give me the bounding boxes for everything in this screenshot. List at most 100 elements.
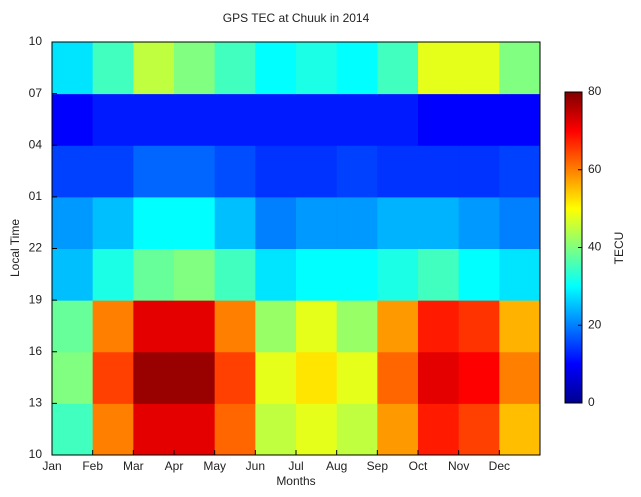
heat-cell xyxy=(214,403,256,456)
y-tick-label: 04 xyxy=(29,137,43,151)
heat-cell xyxy=(255,145,297,198)
heat-cell xyxy=(92,196,134,249)
x-tick-label: Jan xyxy=(42,459,61,473)
heat-cell xyxy=(133,351,175,404)
heat-cell xyxy=(92,42,134,95)
heat-cell xyxy=(174,403,216,456)
heat-cell xyxy=(458,196,500,249)
heat-cell xyxy=(174,145,216,198)
heat-cell xyxy=(418,248,460,301)
heat-cell xyxy=(92,145,134,198)
y-tick-label: 19 xyxy=(29,292,43,306)
heat-cell xyxy=(174,300,216,353)
colorbar-tick-label: 0 xyxy=(588,395,595,409)
heat-cell xyxy=(458,300,500,353)
x-tick-label: Mar xyxy=(123,459,144,473)
heat-cell xyxy=(377,300,419,353)
heat-cell xyxy=(174,42,216,95)
x-tick-label: Aug xyxy=(326,459,347,473)
heat-cell xyxy=(296,93,338,146)
heat-cell xyxy=(92,403,134,456)
heat-cell xyxy=(336,93,378,146)
y-tick-label: 22 xyxy=(29,241,43,255)
heat-cell xyxy=(418,351,460,404)
x-tick-label: Feb xyxy=(82,459,103,473)
heat-cell xyxy=(255,42,297,95)
heat-cell xyxy=(255,196,297,249)
heat-cell xyxy=(133,93,175,146)
heat-cell xyxy=(174,351,216,404)
heat-cell xyxy=(214,145,256,198)
heat-cell xyxy=(133,145,175,198)
heat-cell xyxy=(336,403,378,456)
heat-cell xyxy=(377,42,419,95)
heat-cell xyxy=(52,42,94,95)
heat-cell xyxy=(296,42,338,95)
heat-cell xyxy=(296,403,338,456)
heat-cell xyxy=(458,93,500,146)
heat-cell xyxy=(499,300,541,353)
heat-cell xyxy=(336,248,378,301)
heat-cell xyxy=(296,300,338,353)
heat-cell xyxy=(377,93,419,146)
y-tick-label: 13 xyxy=(29,396,43,410)
heat-cell xyxy=(296,351,338,404)
heat-cell xyxy=(214,42,256,95)
y-tick-label: 10 xyxy=(29,34,43,48)
heat-cell xyxy=(377,351,419,404)
heat-cell xyxy=(499,403,541,456)
heat-cell xyxy=(133,42,175,95)
y-tick-label: 10 xyxy=(29,447,43,461)
heat-cell xyxy=(92,351,134,404)
heat-cell xyxy=(133,300,175,353)
heat-cell xyxy=(214,196,256,249)
heat-cell xyxy=(377,248,419,301)
heat-cell xyxy=(214,93,256,146)
heat-cell xyxy=(52,145,94,198)
heat-cell xyxy=(377,196,419,249)
y-tick-label: 07 xyxy=(29,86,43,100)
heat-cell xyxy=(499,196,541,249)
heat-cell xyxy=(458,145,500,198)
heat-cell xyxy=(458,248,500,301)
heat-cell xyxy=(336,351,378,404)
heat-cell xyxy=(214,351,256,404)
heat-cell xyxy=(458,351,500,404)
colorbar-tick-label: 20 xyxy=(588,317,602,331)
heat-cell xyxy=(418,145,460,198)
heat-cell xyxy=(52,300,94,353)
heat-cell xyxy=(336,196,378,249)
heat-cell xyxy=(174,248,216,301)
heat-cell xyxy=(92,300,134,353)
heat-cell xyxy=(255,300,297,353)
colorbar-tick-label: 80 xyxy=(588,84,602,98)
heat-cell xyxy=(499,93,541,146)
heat-cell xyxy=(174,196,216,249)
heat-cell xyxy=(174,93,216,146)
heat-cell xyxy=(255,403,297,456)
heat-cell xyxy=(296,248,338,301)
heat-cell xyxy=(255,351,297,404)
heat-cell xyxy=(255,248,297,301)
heat-cell xyxy=(336,145,378,198)
x-tick-label: Sep xyxy=(367,459,389,473)
colorbar-tick-label: 60 xyxy=(588,162,602,176)
heat-cell xyxy=(296,145,338,198)
heat-cell xyxy=(418,93,460,146)
x-tick-label: May xyxy=(203,459,226,473)
x-tick-label: Dec xyxy=(489,459,510,473)
x-tick-label: Jun xyxy=(246,459,265,473)
colorbar-label: TECU xyxy=(612,232,626,265)
heat-cell xyxy=(336,42,378,95)
heat-cell xyxy=(499,145,541,198)
heat-cell xyxy=(418,300,460,353)
x-tick-label: Apr xyxy=(165,459,184,473)
heat-cell xyxy=(52,93,94,146)
heat-cell xyxy=(499,248,541,301)
heat-cell xyxy=(92,248,134,301)
heatmap xyxy=(52,42,541,456)
heat-cell xyxy=(418,42,460,95)
heat-cell xyxy=(133,248,175,301)
y-tick-label: 16 xyxy=(29,344,43,358)
